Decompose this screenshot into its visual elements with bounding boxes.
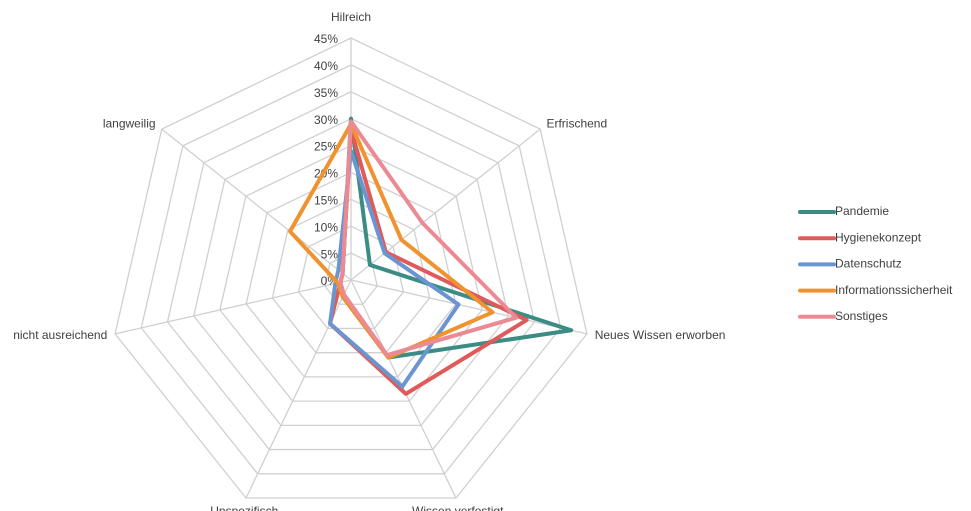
- tick-label: 25%: [314, 140, 338, 154]
- legend-label: Hygienekonzept: [835, 230, 922, 244]
- category-label: nicht ausreichend: [13, 328, 107, 342]
- legend-label: Sonstiges: [835, 309, 888, 323]
- grid-line: [271, 198, 431, 354]
- category-label: Erfrischend: [546, 116, 607, 130]
- category-label: Neues Wissen erworben: [595, 328, 726, 342]
- grid-line: [297, 225, 405, 330]
- tick-label: 30%: [314, 113, 338, 127]
- tick-label: 5%: [321, 247, 339, 261]
- series-line: [328, 148, 461, 389]
- axis-line: [161, 128, 352, 281]
- axis-line: [114, 279, 352, 335]
- series-line: [338, 119, 519, 358]
- grid-line: [245, 171, 457, 378]
- tick-label: 15%: [314, 194, 338, 208]
- category-label: Unspezifisch: [210, 504, 278, 511]
- tick-label: 35%: [314, 86, 338, 100]
- legend-label: Datenschutz: [835, 257, 902, 271]
- tick-label: 45%: [314, 32, 338, 46]
- grid-line: [219, 144, 483, 402]
- tick-label: 10%: [314, 220, 338, 234]
- axis-line: [245, 279, 352, 499]
- tick-label: 40%: [314, 59, 338, 73]
- category-label: Hilreich: [331, 10, 371, 24]
- grid-line: [114, 37, 588, 499]
- axis-line: [350, 128, 541, 281]
- grid-line: [193, 117, 509, 427]
- axis-line: [350, 279, 588, 335]
- legend-label: Pandemie: [835, 204, 889, 218]
- grid-line: [140, 64, 562, 475]
- grid-line: [166, 91, 536, 451]
- legend-label: Informationssicherheit: [835, 283, 953, 297]
- category-label: Wissen verfestigt: [412, 504, 504, 511]
- category-label: langweilig: [103, 116, 156, 130]
